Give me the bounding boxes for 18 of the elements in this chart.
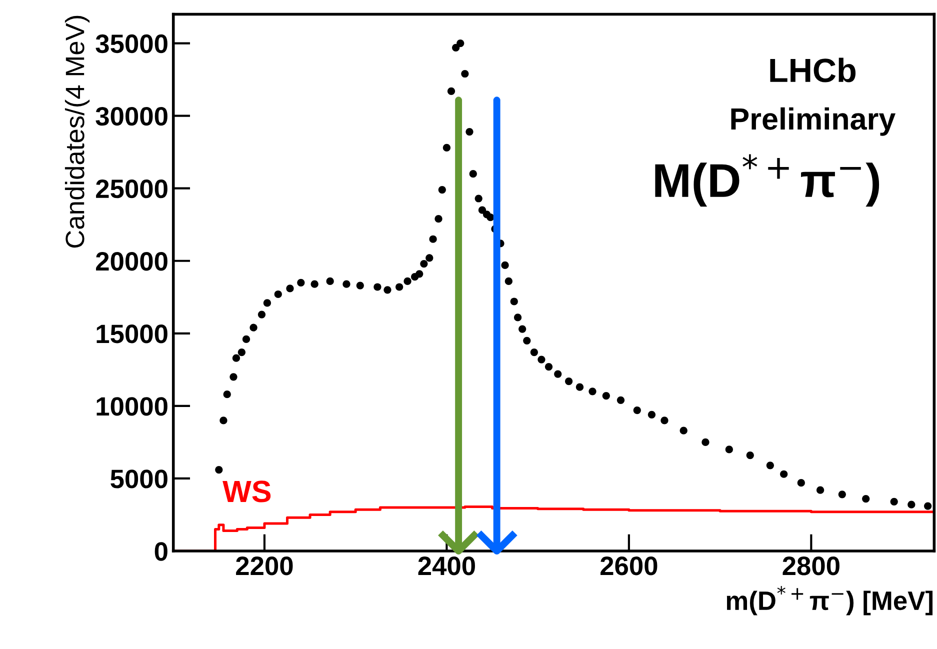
y-tick-label: 25000 (96, 179, 168, 198)
x-tick-label: 2200 (236, 556, 293, 576)
y-tick-label: 20000 (96, 252, 168, 271)
x-tick-label: 2800 (782, 556, 840, 576)
annotation: M(D$^{*+}$π$^{−}$) (655, 154, 880, 207)
x-axis-title: m(D$^{*+}$π$^{−}$) [MeV] (726, 586, 933, 616)
x-tick-label: 2600 (600, 556, 658, 576)
y-tick-label: 0 (154, 542, 168, 561)
y-tick-label: 5000 (110, 470, 168, 488)
annotation: Preliminary (731, 107, 896, 136)
y-tick-label: 35000 (96, 34, 168, 54)
y-axis-title: Candidates/(4 MeV) (64, 16, 90, 248)
x-tick-label: 2400 (418, 556, 475, 576)
y-tick-label: 10000 (96, 397, 168, 416)
series-label: WS (222, 480, 271, 502)
annotation: LHCb (770, 58, 856, 82)
y-tick-label: 15000 (96, 324, 168, 344)
y-tick-label: 30000 (96, 106, 168, 126)
